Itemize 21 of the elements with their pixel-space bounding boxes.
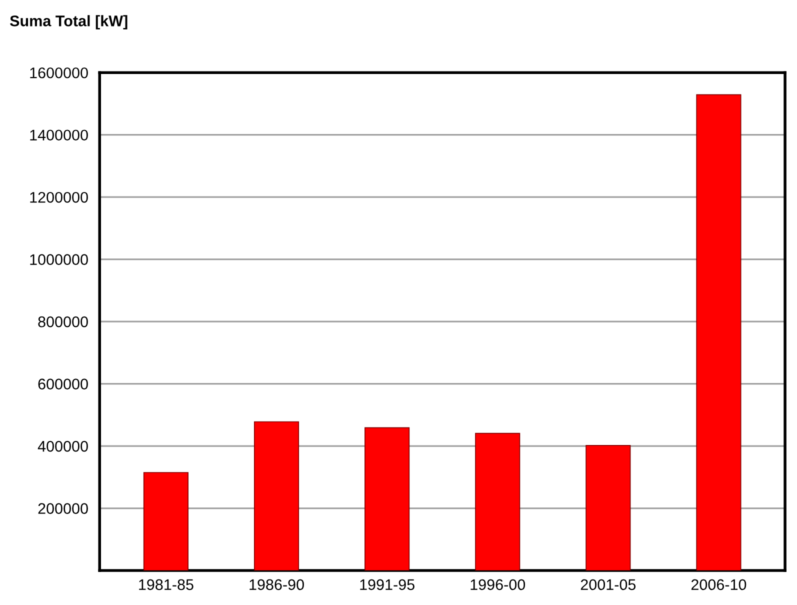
bar — [586, 444, 631, 571]
x-tick-label: 1991-95 — [360, 579, 414, 590]
bar — [254, 421, 300, 571]
bar — [475, 432, 520, 571]
chart-title: Suma Total [kW] — [10, 15, 128, 30]
y-tick-label: 1400000 — [30, 130, 88, 141]
bar — [696, 94, 742, 571]
bar — [143, 472, 188, 571]
x-tick-label: 1986-90 — [250, 579, 304, 590]
y-tick-label: 600000 — [38, 378, 88, 390]
x-tick-label: 2001-05 — [580, 579, 636, 590]
y-tick-label: 200000 — [38, 503, 88, 514]
x-tick-label: 2006-10 — [691, 579, 746, 590]
y-tick-label: 1600000 — [30, 67, 88, 78]
x-tick-label: 1996-00 — [470, 579, 526, 590]
y-tick-label: 1200000 — [30, 192, 88, 203]
y-tick-label: 400000 — [38, 440, 88, 452]
x-tick-label: 1981-85 — [139, 579, 194, 590]
y-tick-label: 800000 — [38, 316, 88, 328]
y-tick-label: 1000000 — [30, 254, 88, 266]
bar — [364, 427, 410, 571]
